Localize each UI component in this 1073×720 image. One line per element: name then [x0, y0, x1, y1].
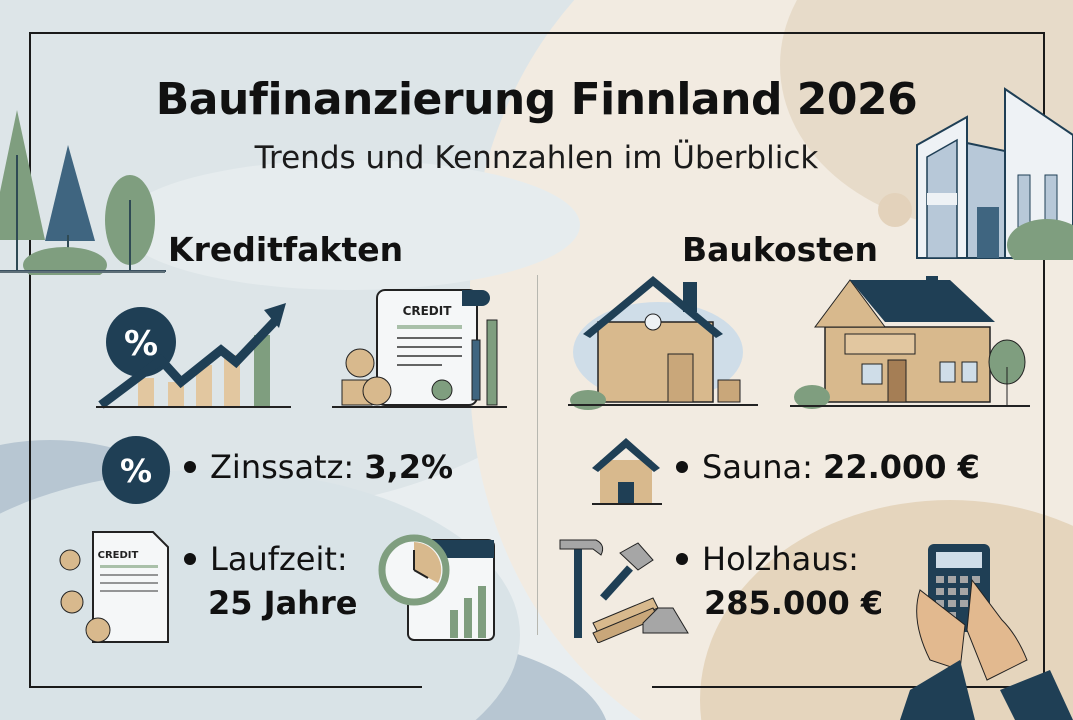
- page-subtitle: Trends und Kennzahlen im Überblick: [254, 140, 819, 176]
- fact-label: Holzhaus:: [702, 540, 859, 578]
- bullet: [184, 461, 196, 473]
- fact-laufzeit: Laufzeit:: [184, 540, 348, 578]
- sauna-house-icon: [592, 438, 662, 505]
- frame-line: [29, 32, 1044, 34]
- fact-zinssatz: Zinssatz: 3,2%: [184, 448, 453, 486]
- credit-document-coins-icon: CREDIT: [332, 289, 507, 408]
- section-heading-baukosten: Baukosten: [682, 230, 878, 269]
- hammer-lumber-icon: [559, 539, 689, 643]
- fact-value: 22.000 €: [823, 448, 980, 486]
- bullet: [184, 553, 196, 565]
- frame-line: [29, 32, 31, 688]
- clock-calendar-icon: [378, 534, 495, 641]
- forest-trees-icon: [0, 110, 166, 275]
- svg-text:%: %: [120, 452, 152, 490]
- fact-sauna: Sauna: 22.000 €: [676, 448, 980, 486]
- heading-rule: [0, 271, 165, 273]
- frame-line: [1043, 32, 1045, 688]
- percent-icon: %: [102, 436, 170, 504]
- svg-text:CREDIT: CREDIT: [403, 304, 453, 318]
- credit-document-icon: CREDIT: [59, 531, 169, 643]
- fact-holzhaus: Holzhaus:: [676, 540, 859, 578]
- fact-laufzeit-value: 25 Jahre: [208, 584, 357, 622]
- wooden-house-icon: [790, 276, 1030, 409]
- calculator-hands-icon: [900, 544, 1073, 720]
- frame-line: [29, 686, 422, 688]
- section-divider: [537, 275, 538, 635]
- fact-label: Laufzeit:: [210, 540, 348, 578]
- percent-growth-chart-icon: %: [96, 303, 291, 409]
- svg-text:CREDIT: CREDIT: [98, 550, 139, 561]
- fact-value: 25 Jahre: [208, 584, 358, 622]
- modern-building-icon: [916, 87, 1073, 260]
- frame-line: [652, 686, 1044, 688]
- section-heading-kreditfakten: Kreditfakten: [168, 230, 404, 269]
- fact-label: Sauna:: [702, 448, 813, 486]
- bullet: [676, 553, 688, 565]
- fact-holzhaus-value: 285.000 €: [704, 584, 883, 622]
- svg-text:%: %: [124, 324, 158, 364]
- fact-label: Zinssatz:: [210, 448, 355, 486]
- sauna-cabin-icon: [568, 276, 758, 410]
- fact-value: 285.000 €: [704, 584, 884, 622]
- bullet: [676, 461, 688, 473]
- fact-value: 3,2%: [364, 448, 454, 486]
- page-title: Baufinanzierung Finnland 2026: [155, 74, 918, 125]
